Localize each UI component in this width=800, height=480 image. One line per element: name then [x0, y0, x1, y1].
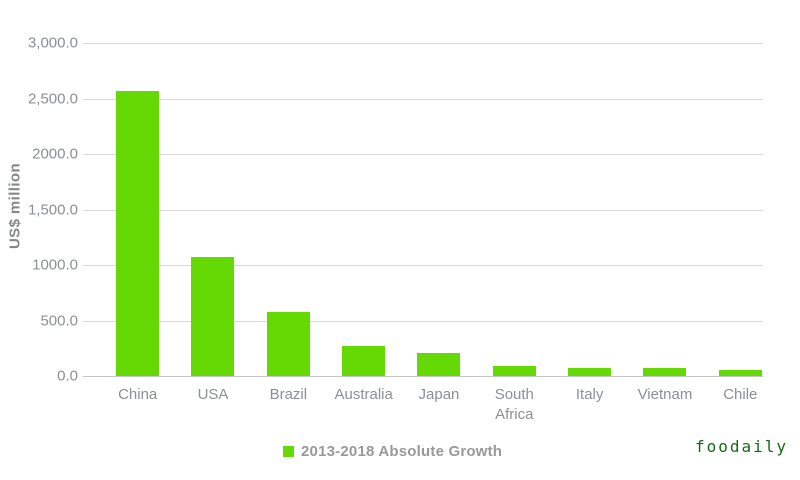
gridline [83, 209, 763, 211]
bar-slot [100, 43, 175, 376]
bar-australia [342, 346, 386, 376]
gridline [83, 98, 763, 100]
x-tick-label: Japan [418, 386, 460, 403]
x-tick-label: Vietnam [637, 386, 693, 403]
bar-china [116, 90, 160, 376]
y-tick-label: 1,500.0 [27, 201, 78, 218]
gridline [83, 320, 763, 322]
bar-slot [401, 43, 476, 376]
bar-slot [326, 43, 401, 376]
y-tick-label: 2000.0 [32, 145, 78, 163]
y-tick-label: 3,000.0 [27, 34, 78, 52]
gridline [83, 154, 763, 155]
bar-usa [191, 256, 235, 376]
x-tick-label: Australia [334, 386, 393, 403]
y-tick-label: 0.0 [57, 367, 78, 385]
bar-chile [718, 370, 762, 376]
bar-vietnam [643, 368, 687, 376]
x-tick-label: Italy [575, 386, 604, 403]
y-tick-label: 2,500.0 [27, 90, 78, 107]
y-tick-label: 500.0 [40, 312, 78, 329]
x-tick-label: China [118, 386, 158, 403]
bars-layer [100, 43, 778, 376]
bar-italy [568, 368, 612, 376]
legend-swatch [283, 446, 294, 457]
bar-japan [417, 353, 461, 376]
bar-slot [251, 43, 326, 376]
x-axis-labels: China USA Brazil Australia Japan South Africa… [100, 385, 778, 424]
y-axis-labels: 3,000.0 2,500.0 2000.0 1,500.0 1000.0 500.0 0.… [0, 35, 80, 385]
x-tick-label: Chile [723, 386, 758, 403]
y-tick-label: 1000.0 [32, 256, 78, 274]
legend-label: 2013-2018 Absolute Growth [301, 443, 503, 460]
bar-slot [552, 43, 627, 376]
gridline [83, 376, 763, 377]
gridline [83, 43, 763, 44]
bar-slot [703, 43, 778, 376]
bar-brazil [266, 312, 310, 376]
x-tick-label: USA [197, 386, 229, 403]
foodaily-logo: foodaily [694, 437, 788, 456]
plot-area [83, 43, 763, 377]
bar-south-africa [492, 366, 536, 376]
gridline [83, 265, 763, 266]
bar-slot [627, 43, 702, 376]
bar-slot [477, 43, 552, 376]
x-tick-label: Brazil [269, 386, 308, 403]
x-tick-label: South Africa [494, 386, 534, 423]
bar-slot [175, 43, 250, 376]
legend: 2013-2018 Absolute Growth [283, 443, 502, 460]
